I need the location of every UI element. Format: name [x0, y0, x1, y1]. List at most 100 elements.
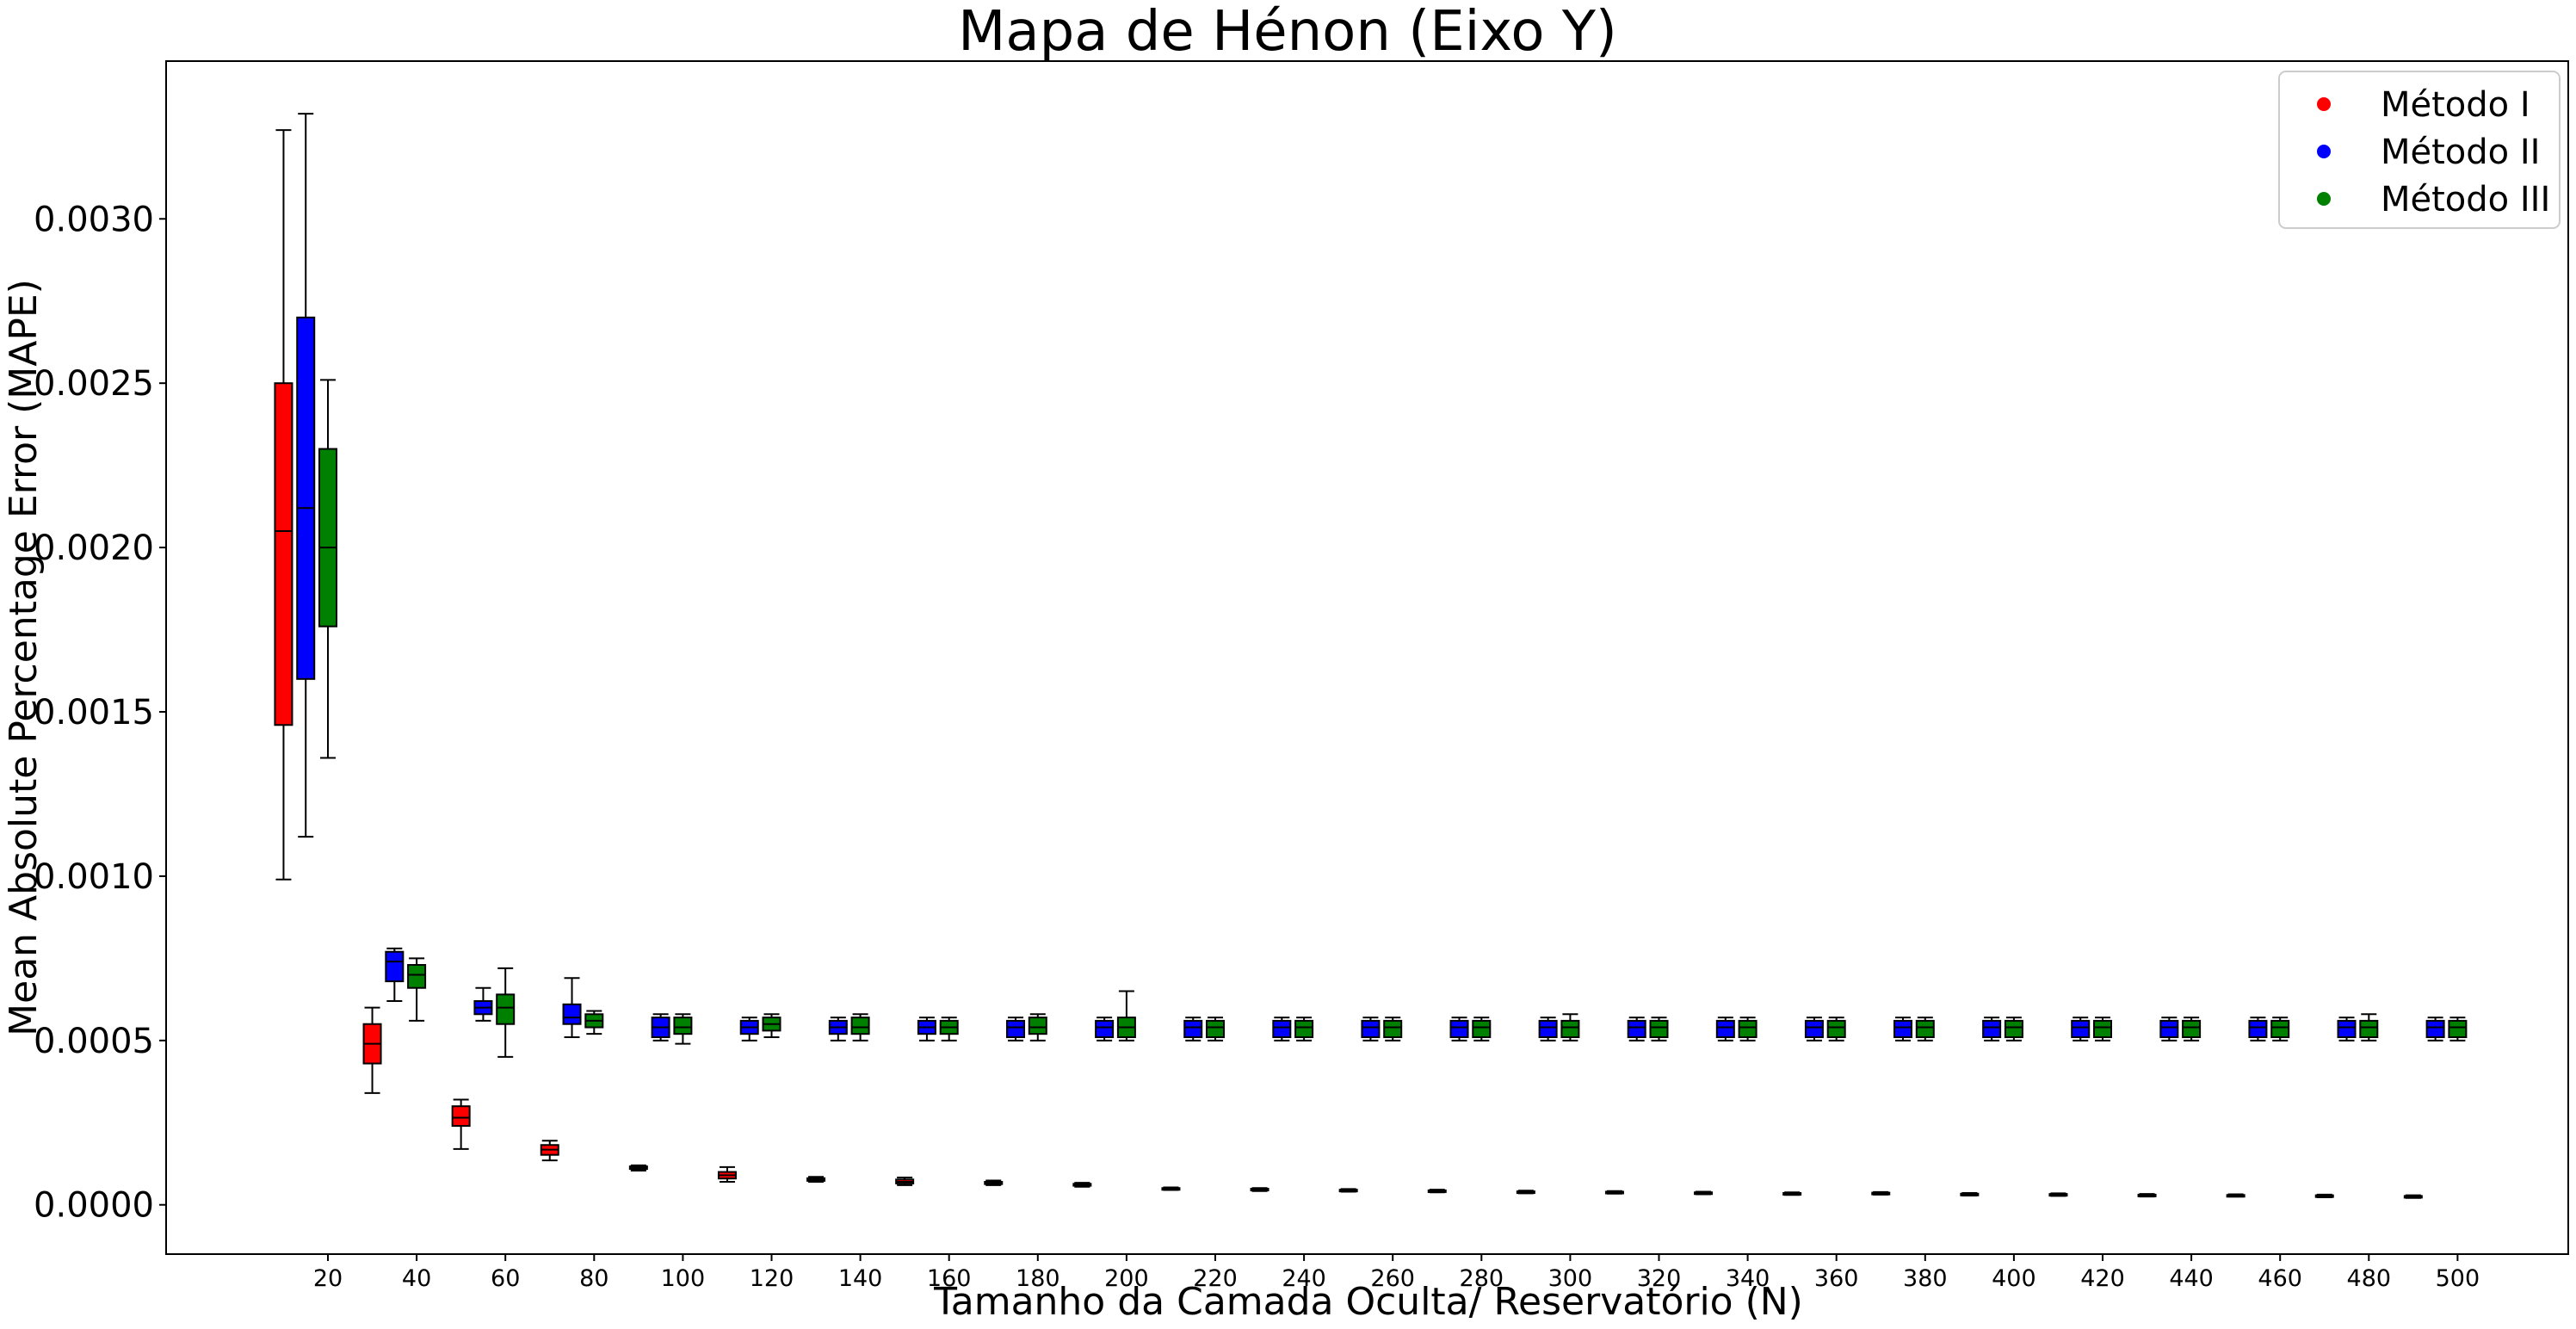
box-series-3-cat-380: [1915, 1017, 1935, 1042]
x-tick-label: 460: [2258, 1265, 2302, 1292]
box-series-1-cat-500: [2403, 1194, 2423, 1199]
box-body: [1294, 1019, 1314, 1038]
box-body: [1361, 1019, 1381, 1038]
box-series-2-cat-160: [917, 1017, 936, 1042]
box-series-2-cat-480: [2337, 1017, 2357, 1042]
legend-label-2: Método II: [2381, 133, 2540, 172]
box-series-2-cat-500: [2425, 1017, 2445, 1042]
box-series-3-cat-440: [2182, 1017, 2202, 1042]
box-body: [1449, 1019, 1469, 1038]
box-series-2-cat-420: [2071, 1017, 2091, 1042]
box-series-1-cat-40: [362, 1006, 382, 1094]
x-tick-label: 300: [1548, 1265, 1593, 1292]
box-series-1-cat-300: [1516, 1190, 1535, 1195]
box-body: [1383, 1019, 1403, 1038]
box-series-3-cat-280: [1472, 1017, 1492, 1042]
box-body: [562, 1003, 582, 1025]
x-tick-label: 280: [1460, 1265, 1504, 1292]
box-body: [2182, 1019, 2202, 1038]
box-series-1-cat-460: [2226, 1193, 2246, 1198]
box-series-2-cat-100: [651, 1013, 670, 1042]
x-tick-label: 120: [750, 1265, 794, 1292]
box-series-3-cat-340: [1738, 1017, 1757, 1042]
box-series-1-cat-20: [274, 129, 293, 881]
box-series-3-cat-400: [2004, 1017, 2023, 1042]
box-series-1-cat-440: [2137, 1193, 2157, 1198]
box-series-3-cat-500: [2448, 1017, 2468, 1042]
box-body: [2337, 1019, 2357, 1038]
x-tick-label: 480: [2347, 1265, 2392, 1292]
box-body: [2159, 1019, 2179, 1038]
box-body: [1915, 1019, 1935, 1038]
legend-label-1: Método I: [2381, 85, 2530, 125]
box-series-3-cat-20: [318, 379, 337, 759]
box-body: [1826, 1019, 1846, 1038]
legend-frame: [2278, 71, 2561, 229]
box-body: [2270, 1019, 2290, 1038]
box-body: [496, 993, 516, 1025]
box-body: [318, 448, 337, 627]
x-tick-label: 20: [313, 1265, 343, 1292]
y-tick-label: 0.0010: [34, 857, 154, 897]
box-series-2-cat-20: [296, 113, 316, 838]
y-tick-label: 0.0025: [34, 364, 154, 404]
box-body: [296, 316, 316, 680]
box-series-1-cat-380: [1871, 1190, 1891, 1196]
y-tick-label: 0.0000: [34, 1186, 154, 1226]
box-series-1-cat-120: [717, 1165, 737, 1183]
box-series-1-cat-360: [1782, 1191, 1802, 1196]
x-tick-label: 200: [1104, 1265, 1149, 1292]
series-2-boxes: [296, 113, 2445, 1042]
box-body: [1272, 1019, 1292, 1038]
box-series-2-cat-280: [1449, 1017, 1469, 1042]
box-series-3-cat-160: [939, 1017, 959, 1042]
box-series-2-cat-40: [385, 947, 405, 1002]
x-tick-label: 60: [491, 1265, 520, 1292]
box-series-3-cat-40: [407, 957, 427, 1022]
box-body: [451, 1105, 471, 1128]
x-tick-label: 80: [579, 1265, 608, 1292]
box-series-2-cat-320: [1627, 1017, 1646, 1042]
x-tick-label: 440: [2169, 1265, 2214, 1292]
x-tick-label: 100: [661, 1265, 706, 1292]
box-body: [385, 950, 405, 983]
box-series-2-cat-120: [739, 1017, 759, 1042]
x-tick-label: 360: [1814, 1265, 1859, 1292]
box-series-1-cat-240: [1250, 1187, 1269, 1192]
box-series-1-cat-60: [451, 1098, 471, 1150]
legend-label-3: Método III: [2381, 180, 2550, 219]
box-body: [1627, 1019, 1646, 1038]
box-series-3-cat-200: [1116, 990, 1136, 1042]
box-series-1-cat-400: [1960, 1191, 1980, 1197]
box-body: [2359, 1019, 2379, 1038]
box-series-3-cat-180: [1028, 1013, 1047, 1042]
box-series-3-cat-220: [1206, 1017, 1225, 1042]
box-body: [1738, 1019, 1757, 1038]
box-series-1-cat-140: [806, 1176, 826, 1183]
box-series-2-cat-360: [1804, 1017, 1824, 1042]
x-tick-label: 320: [1637, 1265, 1682, 1292]
box-series-1-cat-280: [1427, 1189, 1447, 1194]
x-tick-label: 380: [1903, 1265, 1948, 1292]
x-tick-label: 500: [2436, 1265, 2480, 1292]
box-series-3-cat-80: [584, 1010, 604, 1035]
box-series-3-cat-60: [496, 967, 516, 1058]
box-series-2-cat-240: [1272, 1017, 1292, 1042]
box-series-1-cat-100: [628, 1164, 648, 1172]
box-series-2-cat-460: [2248, 1017, 2268, 1042]
box-series-3-cat-320: [1649, 1017, 1669, 1042]
box-series-3-cat-120: [762, 1013, 781, 1038]
box-body: [274, 382, 293, 726]
box-body: [1183, 1019, 1203, 1038]
box-series-1-cat-160: [895, 1177, 915, 1186]
box-series-3-cat-240: [1294, 1017, 1314, 1042]
box-series-1-cat-480: [2314, 1193, 2334, 1198]
box-series-1-cat-180: [984, 1179, 1004, 1186]
box-series-3-cat-480: [2359, 1013, 2379, 1042]
box-body: [407, 964, 427, 989]
chart-title: Mapa de Hénon (Eixo Y): [958, 0, 1617, 64]
series-1-boxes: [274, 129, 2423, 1199]
box-body: [1804, 1019, 1824, 1038]
